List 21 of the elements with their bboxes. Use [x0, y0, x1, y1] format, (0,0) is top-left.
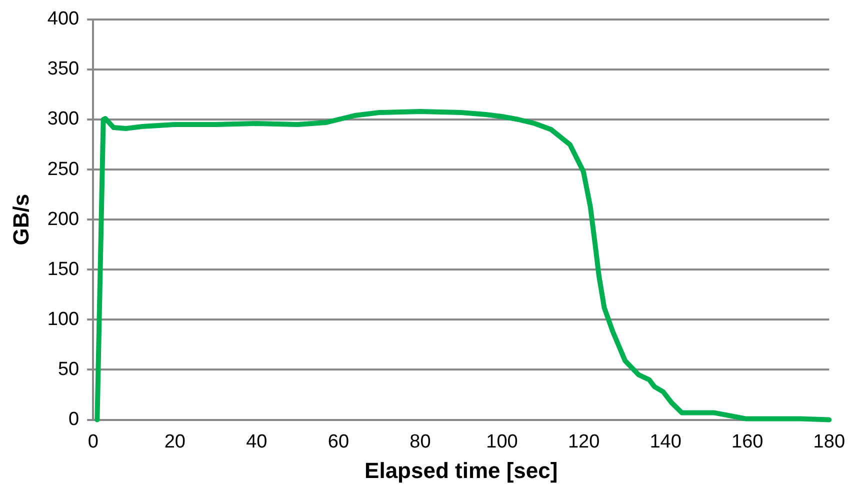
y-tick-label: 150: [47, 258, 80, 280]
y-tick-label: 300: [47, 108, 80, 130]
y-tick-label: 200: [47, 208, 80, 230]
x-tick-label: 120: [568, 431, 600, 452]
x-tick-label: 160: [732, 431, 764, 452]
x-tick-label: 0: [88, 431, 98, 452]
x-tick-label: 20: [164, 431, 186, 452]
y-tick-label: 400: [47, 8, 80, 30]
y-tick-label: 250: [47, 158, 80, 180]
y-tick-label: 0: [68, 409, 80, 430]
x-tick-label: 100: [486, 431, 518, 452]
x-tick-label: 180: [813, 431, 845, 452]
x-tick-label: 60: [328, 431, 350, 452]
y-tick-label: 100: [47, 308, 80, 330]
x-tick-label: 80: [410, 431, 431, 452]
x-axis-title: Elapsed time [sec]: [364, 458, 558, 483]
x-tick-label: 40: [246, 431, 268, 452]
y-tick-label: 350: [47, 58, 80, 80]
x-tick-label: 140: [650, 431, 682, 452]
y-axis-title: GB/s: [8, 194, 34, 246]
y-tick-label: 50: [58, 358, 80, 380]
